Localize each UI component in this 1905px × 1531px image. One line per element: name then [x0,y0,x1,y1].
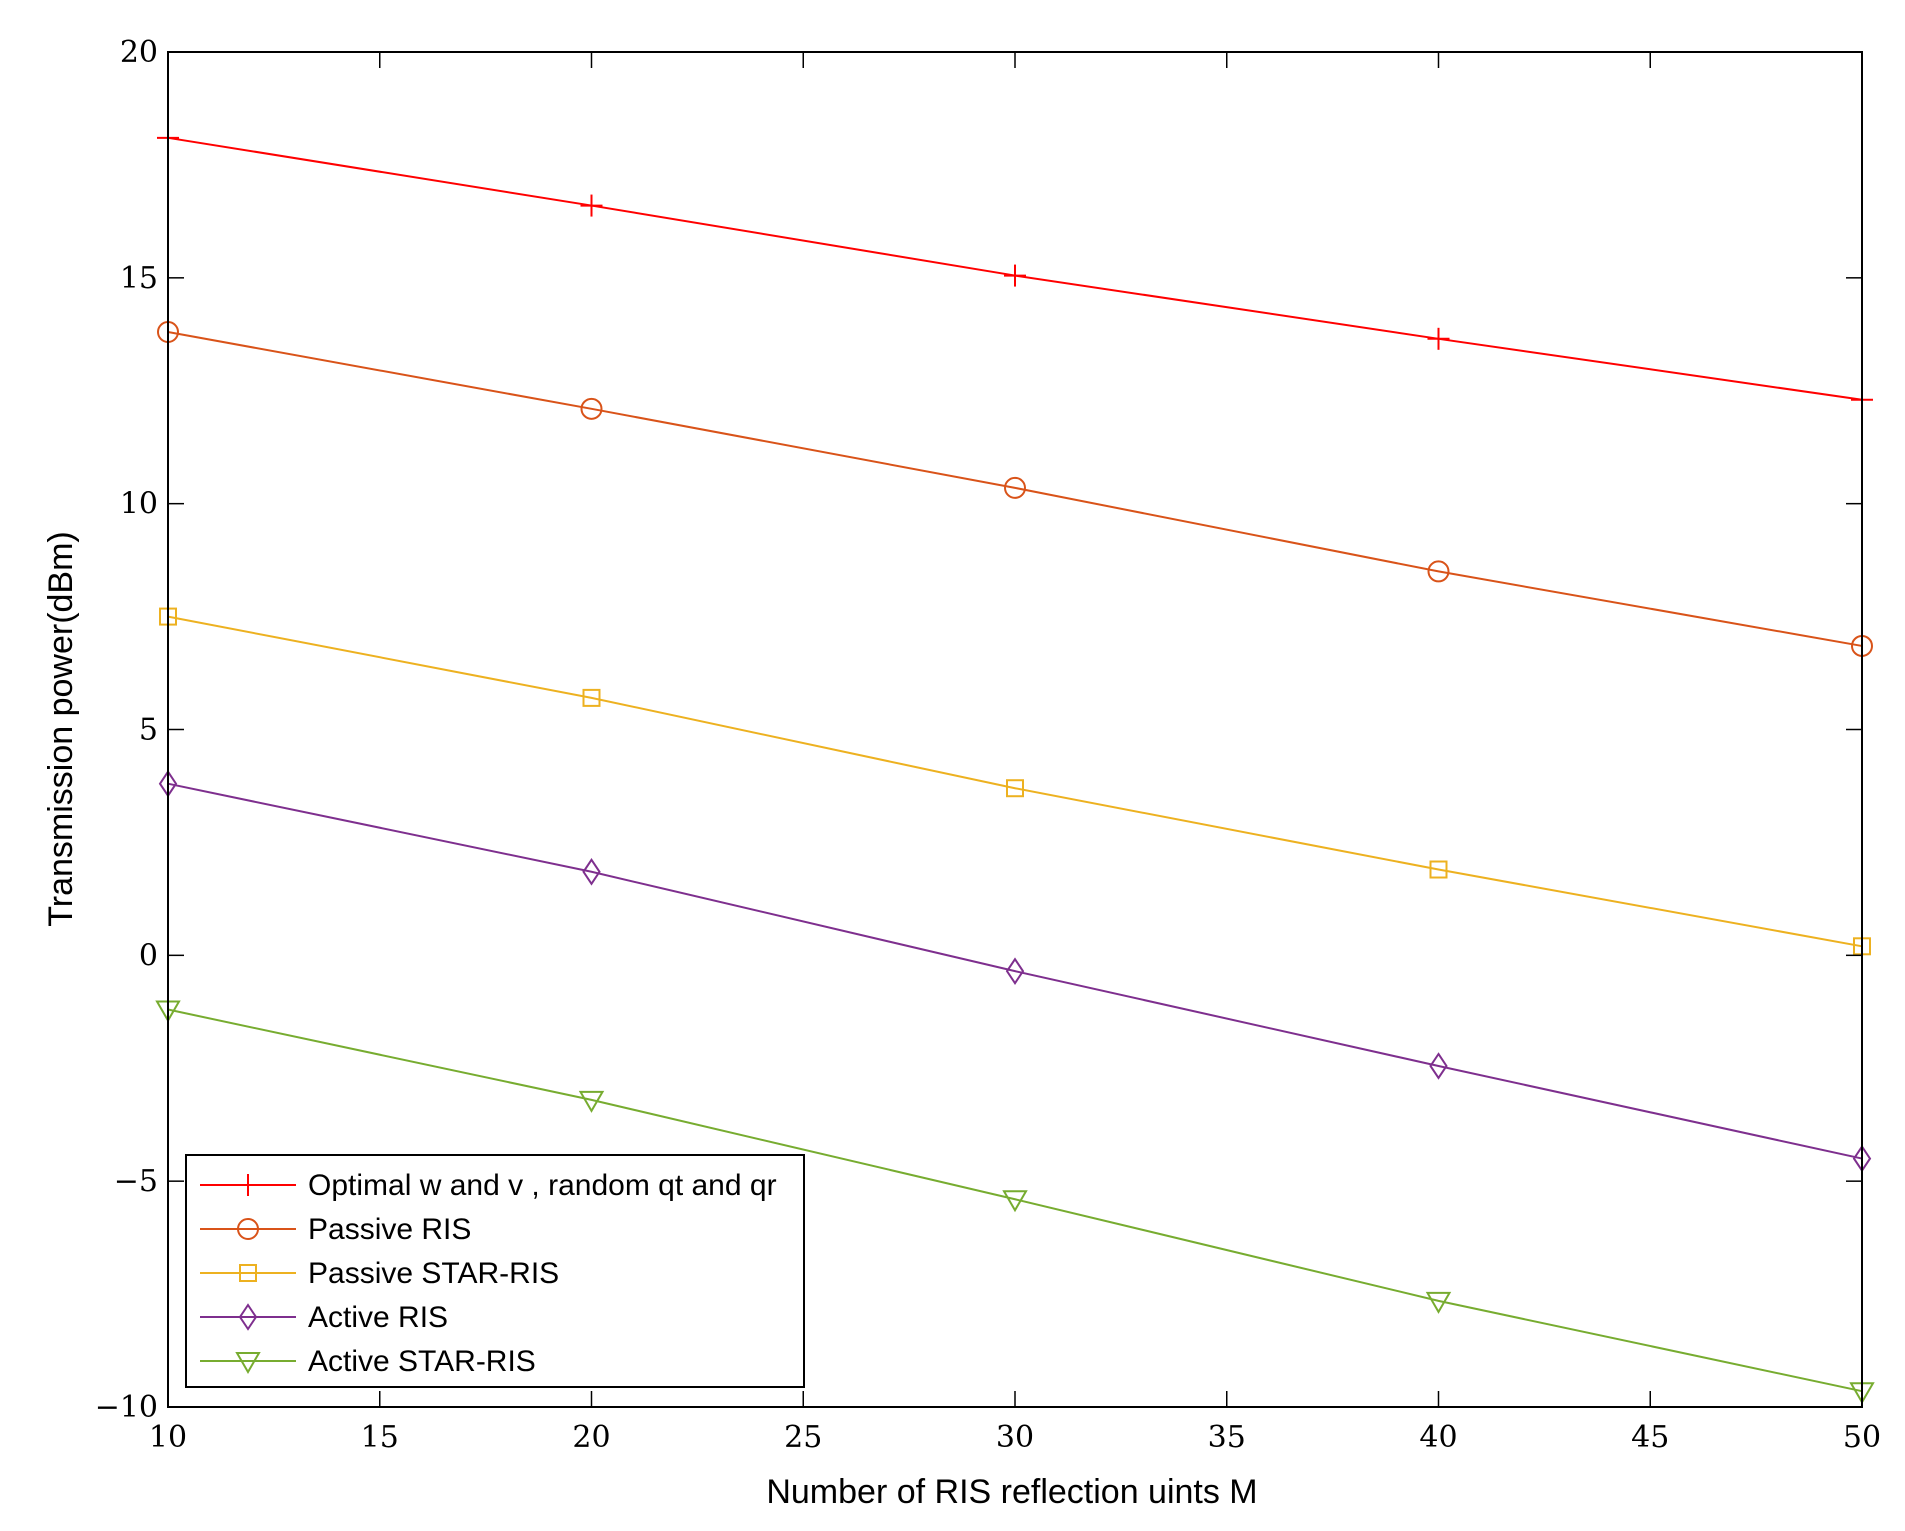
legend-label-1: Optimal w and v , random qt and qr [308,1169,777,1202]
y-tick-label-1: −10 [95,1390,158,1425]
y-tick-label-6: 15 [120,261,158,296]
series-3-point-3 [1006,779,1024,798]
x-tick-label-2: 15 [361,1420,399,1455]
x-tick-label-6: 35 [1208,1420,1246,1455]
y-tick-label-7: 20 [120,35,158,70]
legend-marker-2 [237,1218,259,1240]
x-tick-label-9: 50 [1843,1420,1881,1455]
legend-label-3: Passive STAR-RIS [308,1257,559,1290]
legend-label-2: Passive RIS [308,1213,471,1246]
y-tick-label-3: 0 [139,938,158,973]
legend-label-4: Active RIS [308,1301,448,1334]
legend-box [185,1154,805,1388]
series-4-point-3 [1005,957,1025,985]
legend-marker-1 [237,1174,259,1196]
legend-marker-5 [235,1352,261,1374]
x-tick-label-7: 40 [1419,1420,1457,1455]
x-tick-label-8: 45 [1631,1420,1669,1455]
series-1-point-2 [580,194,603,217]
legend-marker-3 [239,1264,257,1282]
series-line-2 [167,331,1863,647]
x-tick-label-1: 10 [149,1420,187,1455]
series-4-point-4 [1429,1052,1448,1080]
y-tick-label-5: 10 [120,487,158,522]
series-5-point-4 [1425,1291,1452,1314]
series-1-point-4 [1427,327,1450,350]
series-line-3 [167,615,1863,948]
series-5-point-2 [578,1090,605,1113]
x-tick-label-5: 30 [996,1420,1034,1455]
series-5-point-3 [1002,1190,1028,1213]
series-2-point-3 [1004,476,1026,499]
x-tick-label-3: 20 [572,1420,610,1455]
y-axis-label: Transmission power(dBm) [42,531,80,927]
x-axis-label: Number of RIS reflection uints M [766,1473,1257,1511]
x-tick-label-4: 25 [784,1420,822,1455]
legend-label-5: Active STAR-RIS [308,1345,536,1378]
legend-marker-4 [238,1303,258,1331]
series-2-point-2 [580,397,603,420]
series-1-point-3 [1004,264,1026,287]
series-line-4 [167,782,1863,1160]
y-tick-label-4: 5 [139,713,158,748]
series-2-point-4 [1427,560,1450,583]
series-3-point-4 [1429,860,1448,879]
y-tick-label-2: −5 [114,1164,158,1199]
series-4-point-2 [582,857,601,886]
series-3-point-2 [582,688,601,707]
series-line-5 [167,1008,1863,1393]
